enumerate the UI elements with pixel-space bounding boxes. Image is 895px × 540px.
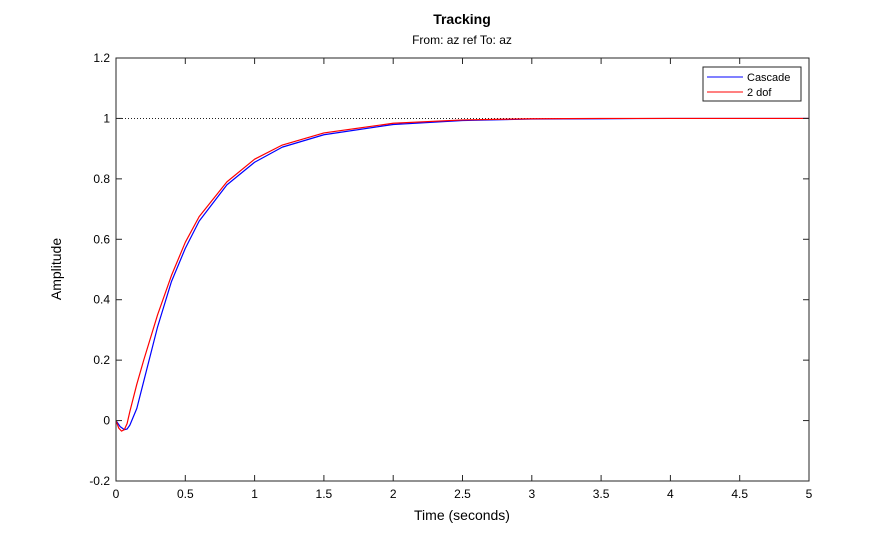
y-axis-label: Amplitude (48, 238, 64, 300)
legend: Cascade 2 dof (702, 66, 802, 102)
x-tick-label: 5 (806, 487, 813, 501)
legend-label-2dof: 2 dof (747, 87, 772, 99)
x-axis-ticks: 0 0.5 1 1.5 2 2.5 3 3.5 4 4.5 5 (113, 58, 813, 501)
x-tick-label: 1 (251, 487, 258, 501)
y-tick-label: 1 (103, 111, 110, 125)
y-tick-label: 0.2 (93, 353, 110, 367)
x-tick-label: 4 (667, 487, 674, 501)
x-tick-label: 2.5 (454, 487, 471, 501)
series-line-2dof (115, 117, 809, 432)
legend-label-cascade: Cascade (747, 72, 790, 84)
y-tick-label: 0.4 (93, 293, 110, 307)
y-tick-label: 1.2 (93, 51, 110, 65)
y-tick-label: -0.2 (89, 474, 110, 488)
x-tick-label: 2 (390, 487, 397, 501)
x-tick-label: 4.5 (731, 487, 748, 501)
plot-area (116, 58, 809, 481)
x-tick-label: 3 (528, 487, 535, 501)
chart-subtitle: From: az ref To: az (412, 33, 512, 47)
y-tick-label: 0.6 (93, 232, 110, 246)
x-tick-label: 3.5 (593, 487, 610, 501)
x-tick-label: 0 (113, 487, 120, 501)
x-tick-label: 1.5 (316, 487, 333, 501)
legend-box (702, 66, 802, 102)
x-axis-label: Time (seconds) (414, 507, 510, 523)
chart-title: Tracking (433, 11, 491, 27)
x-tick-label: 0.5 (177, 487, 194, 501)
series-group (115, 117, 809, 432)
y-tick-label: 0.8 (93, 172, 110, 186)
y-tick-label: 0 (103, 414, 110, 428)
y-axis-ticks: -0.2 0 0.2 0.4 0.6 0.8 1 1.2 (89, 51, 809, 488)
